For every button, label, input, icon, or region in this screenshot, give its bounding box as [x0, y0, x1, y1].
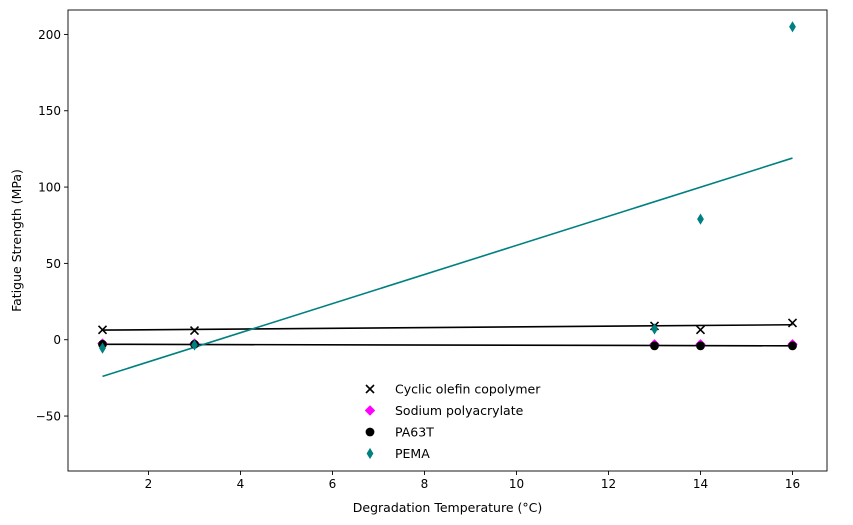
legend-label: Sodium polyacrylate: [395, 403, 524, 418]
data-point: [650, 341, 659, 351]
x-tick-label: 6: [329, 477, 337, 491]
y-tick-label: 50: [46, 257, 61, 271]
legend-marker: [365, 384, 375, 394]
fit-line: [102, 323, 793, 331]
plot-area: [67, 9, 828, 472]
data-point-stroke: [189, 325, 200, 336]
fit-lines: [102, 157, 793, 378]
legend-marker: [366, 447, 374, 460]
data-point: [787, 318, 798, 328]
data-point-stroke: [787, 318, 798, 328]
data-point-stroke: [695, 325, 706, 335]
data-point: [189, 325, 200, 336]
data-point: [651, 323, 658, 335]
y-tick-label: 150: [38, 104, 61, 118]
data-point: [695, 325, 706, 335]
y-axis-label: Fatigue Strength (MPa): [9, 169, 24, 312]
y-tick-label: −50: [36, 410, 61, 424]
data-point: [99, 342, 106, 354]
fit-line: [102, 343, 793, 347]
x-tick-label: 10: [509, 477, 524, 491]
x-tick-label: 4: [237, 477, 245, 491]
data-point: [788, 341, 797, 351]
x-axis-label: Degradation Temperature (°C): [353, 500, 542, 515]
legend-label: PEMA: [395, 446, 430, 461]
x-tick-label: 16: [785, 477, 800, 491]
legend-marker: [364, 405, 376, 416]
data-point: [789, 21, 796, 33]
x-axis: 2 4 6 8 10 12 14 16: [145, 471, 800, 491]
legend-marker-stroke: [365, 384, 375, 394]
data-point: [97, 325, 108, 335]
legend: Cyclic olefin copolymer Sodium polyacryla…: [364, 382, 541, 461]
data-point: [191, 339, 198, 351]
y-tick-label: 0: [53, 333, 61, 347]
x-tick-label: 2: [145, 477, 153, 491]
y-tick-label: 200: [38, 28, 61, 42]
legend-label: Cyclic olefin copolymer: [395, 382, 541, 397]
data-point-stroke: [97, 325, 108, 335]
fit-line: [102, 157, 793, 378]
data-point: [696, 341, 705, 351]
y-tick-label: 100: [38, 181, 61, 195]
y-axis: −50 0 50 100 150 200: [36, 28, 68, 424]
data-point: [697, 213, 704, 225]
legend-label: PA63T: [395, 425, 434, 440]
legend-marker: [365, 427, 375, 437]
data-points: [97, 21, 798, 354]
x-tick-label: 12: [601, 477, 616, 491]
x-tick-label: 8: [421, 477, 429, 491]
x-tick-label: 14: [693, 477, 708, 491]
